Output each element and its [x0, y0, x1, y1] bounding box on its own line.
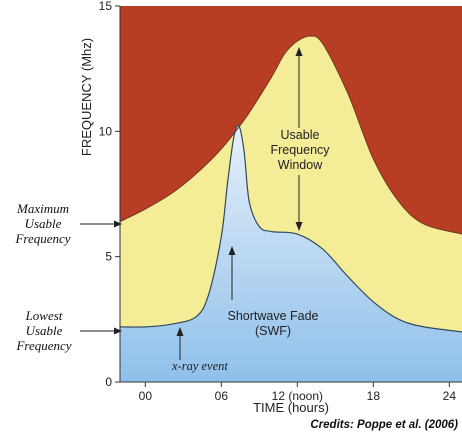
muf-area — [120, 36, 462, 382]
muf-label-line-1: Maximum — [16, 201, 69, 216]
muf-label-line-2: Usable — [25, 216, 62, 231]
luf-label-line-2: Usable — [26, 323, 63, 338]
swf-label-line-1: Shortwave Fade — [227, 309, 318, 323]
window-arrowhead-up — [295, 47, 303, 56]
x-tick-label: 24 — [443, 389, 457, 403]
y-tick-label: 5 — [105, 250, 112, 264]
y-axis-label: FREQUENCY (Mhz) — [79, 38, 94, 156]
muf-pointer-arrowhead — [114, 220, 122, 228]
x-tick-label: 12 (noon) — [272, 389, 323, 403]
muf-label-line-3: Frequency — [14, 231, 70, 246]
luf-area — [120, 125, 462, 382]
xray-label: x-ray event — [171, 359, 228, 373]
y-ticks: 0 5 10 15 — [99, 0, 120, 389]
swf-label-line-2: (SWF) — [255, 324, 291, 338]
x-axis-label: TIME (hours) — [253, 400, 329, 415]
luf-pointer-arrowhead — [114, 327, 122, 335]
muf-line — [119, 35, 462, 235]
x-tick-label: 18 — [367, 389, 381, 403]
x-ticks: 00 06 12 (noon) 18 24 — [139, 382, 457, 403]
credit-text: Credits: Poppe et al. (2006) — [310, 419, 458, 431]
xray-arrowhead — [176, 327, 184, 336]
window-label-line-1: Usable — [281, 128, 320, 142]
luf-label-line-3: Frequency — [15, 338, 71, 353]
luf-label-line-1: Lowest — [25, 308, 63, 323]
x-tick-label: 00 — [139, 389, 153, 403]
swf-arrowhead — [228, 246, 236, 255]
window-arrowhead-down — [295, 222, 303, 231]
y-tick-label: 15 — [99, 0, 113, 13]
luf-line — [119, 124, 462, 333]
y-tick-label: 10 — [99, 124, 113, 138]
window-label-line-2: Frequency — [270, 143, 330, 157]
window-label-line-3: Window — [278, 158, 323, 172]
y-tick-label: 0 — [105, 375, 112, 389]
x-tick-label: 06 — [215, 389, 229, 403]
